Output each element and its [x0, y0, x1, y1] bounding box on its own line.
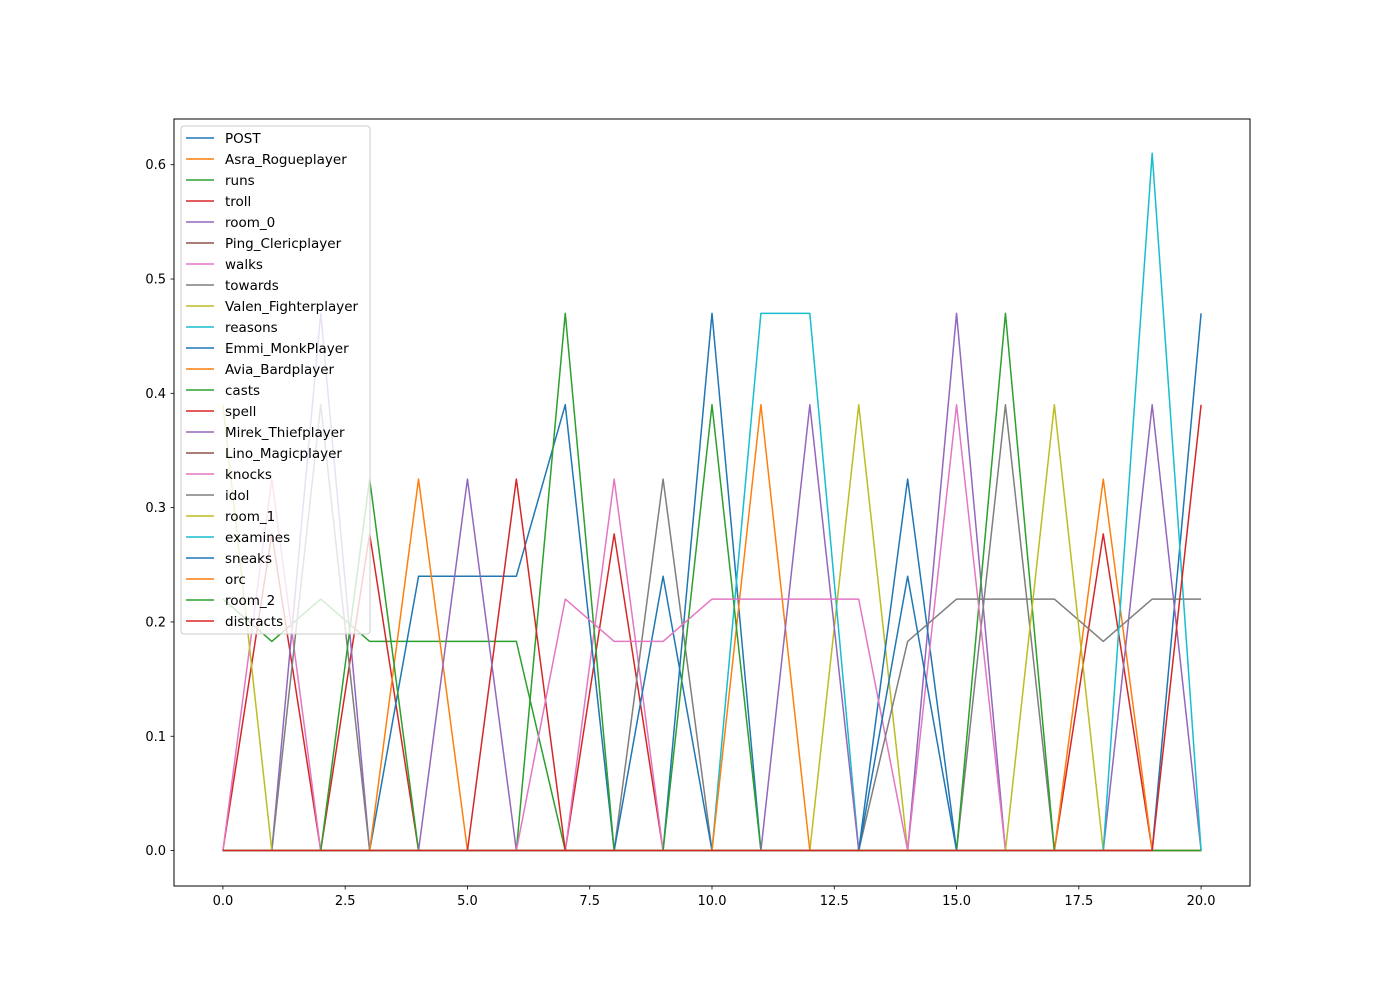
legend-label: Emmi_MonkPlayer: [225, 341, 349, 357]
legend-label: room_1: [225, 509, 275, 525]
legend-label: examines: [225, 530, 290, 546]
legend-label: towards: [225, 278, 279, 294]
legend-label: orc: [225, 572, 246, 588]
legend-label: Lino_Magicplayer: [225, 446, 342, 462]
y-tick-label: 0.0: [145, 844, 166, 859]
legend-label: POST: [225, 131, 261, 147]
series-line-23: [222, 404, 1202, 852]
legend-label: distracts: [225, 614, 283, 630]
legend-label: reasons: [225, 320, 278, 336]
y-tick-label: 0.1: [145, 730, 166, 745]
legend-label: Asra_Rogueplayer: [225, 152, 347, 168]
y-tick-label: 0.6: [145, 158, 166, 173]
legend-label: knocks: [225, 467, 272, 483]
series-lines: [222, 152, 1202, 852]
x-tick-label: 10.0: [698, 894, 727, 909]
x-tick-label: 5.0: [457, 894, 478, 909]
x-tick-label: 0.0: [213, 894, 234, 909]
legend-label: idol: [225, 488, 249, 504]
legend-label: runs: [225, 173, 255, 189]
legend-label: room_0: [225, 215, 275, 231]
legend-label: room_2: [225, 593, 275, 609]
legend-label: Mirek_Thiefplayer: [225, 425, 345, 441]
series-line-12: [222, 312, 1202, 852]
y-tick-label: 0.3: [145, 501, 166, 516]
legend-label: casts: [225, 383, 260, 399]
y-tick-label: 0.4: [145, 387, 166, 402]
x-axis: 0.0 2.5 5.0 7.5 10.0 12.5 15.0 17.5 20.0: [213, 886, 1216, 909]
x-tick-label: 7.5: [579, 894, 600, 909]
legend-label: Valen_Fighterplayer: [225, 299, 359, 315]
legend-label: Ping_Clericplayer: [225, 236, 342, 252]
y-tick-label: 0.5: [145, 273, 166, 288]
y-axis: 0.0 0.1 0.2 0.3 0.4 0.5 0.6: [145, 158, 174, 859]
legend-label: troll: [225, 194, 251, 210]
x-tick-label: 17.5: [1064, 894, 1093, 909]
legend-label: sneaks: [225, 551, 272, 567]
legend-box: [180, 125, 371, 635]
x-tick-label: 20.0: [1187, 894, 1216, 909]
legend-label: spell: [225, 404, 256, 420]
legend-label: Avia_Bardplayer: [225, 362, 335, 378]
x-tick-label: 2.5: [335, 894, 356, 909]
legend-label: walks: [225, 257, 263, 273]
x-tick-label: 12.5: [820, 894, 849, 909]
x-tick-label: 15.0: [942, 894, 971, 909]
y-tick-label: 0.2: [145, 615, 166, 630]
